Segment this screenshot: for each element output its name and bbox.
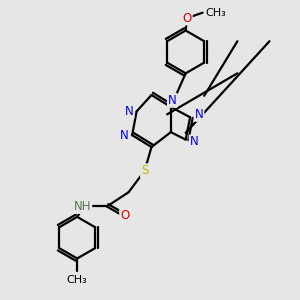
Text: N: N <box>120 129 129 142</box>
Text: N: N <box>168 94 177 107</box>
Text: N: N <box>195 108 203 121</box>
Text: N: N <box>190 136 198 148</box>
Text: O: O <box>120 209 129 223</box>
Text: NH: NH <box>74 200 91 213</box>
Text: CH₃: CH₃ <box>67 275 88 285</box>
Text: O: O <box>182 11 192 25</box>
Text: CH₃: CH₃ <box>205 8 226 18</box>
Text: S: S <box>141 164 148 177</box>
Text: N: N <box>125 105 134 118</box>
